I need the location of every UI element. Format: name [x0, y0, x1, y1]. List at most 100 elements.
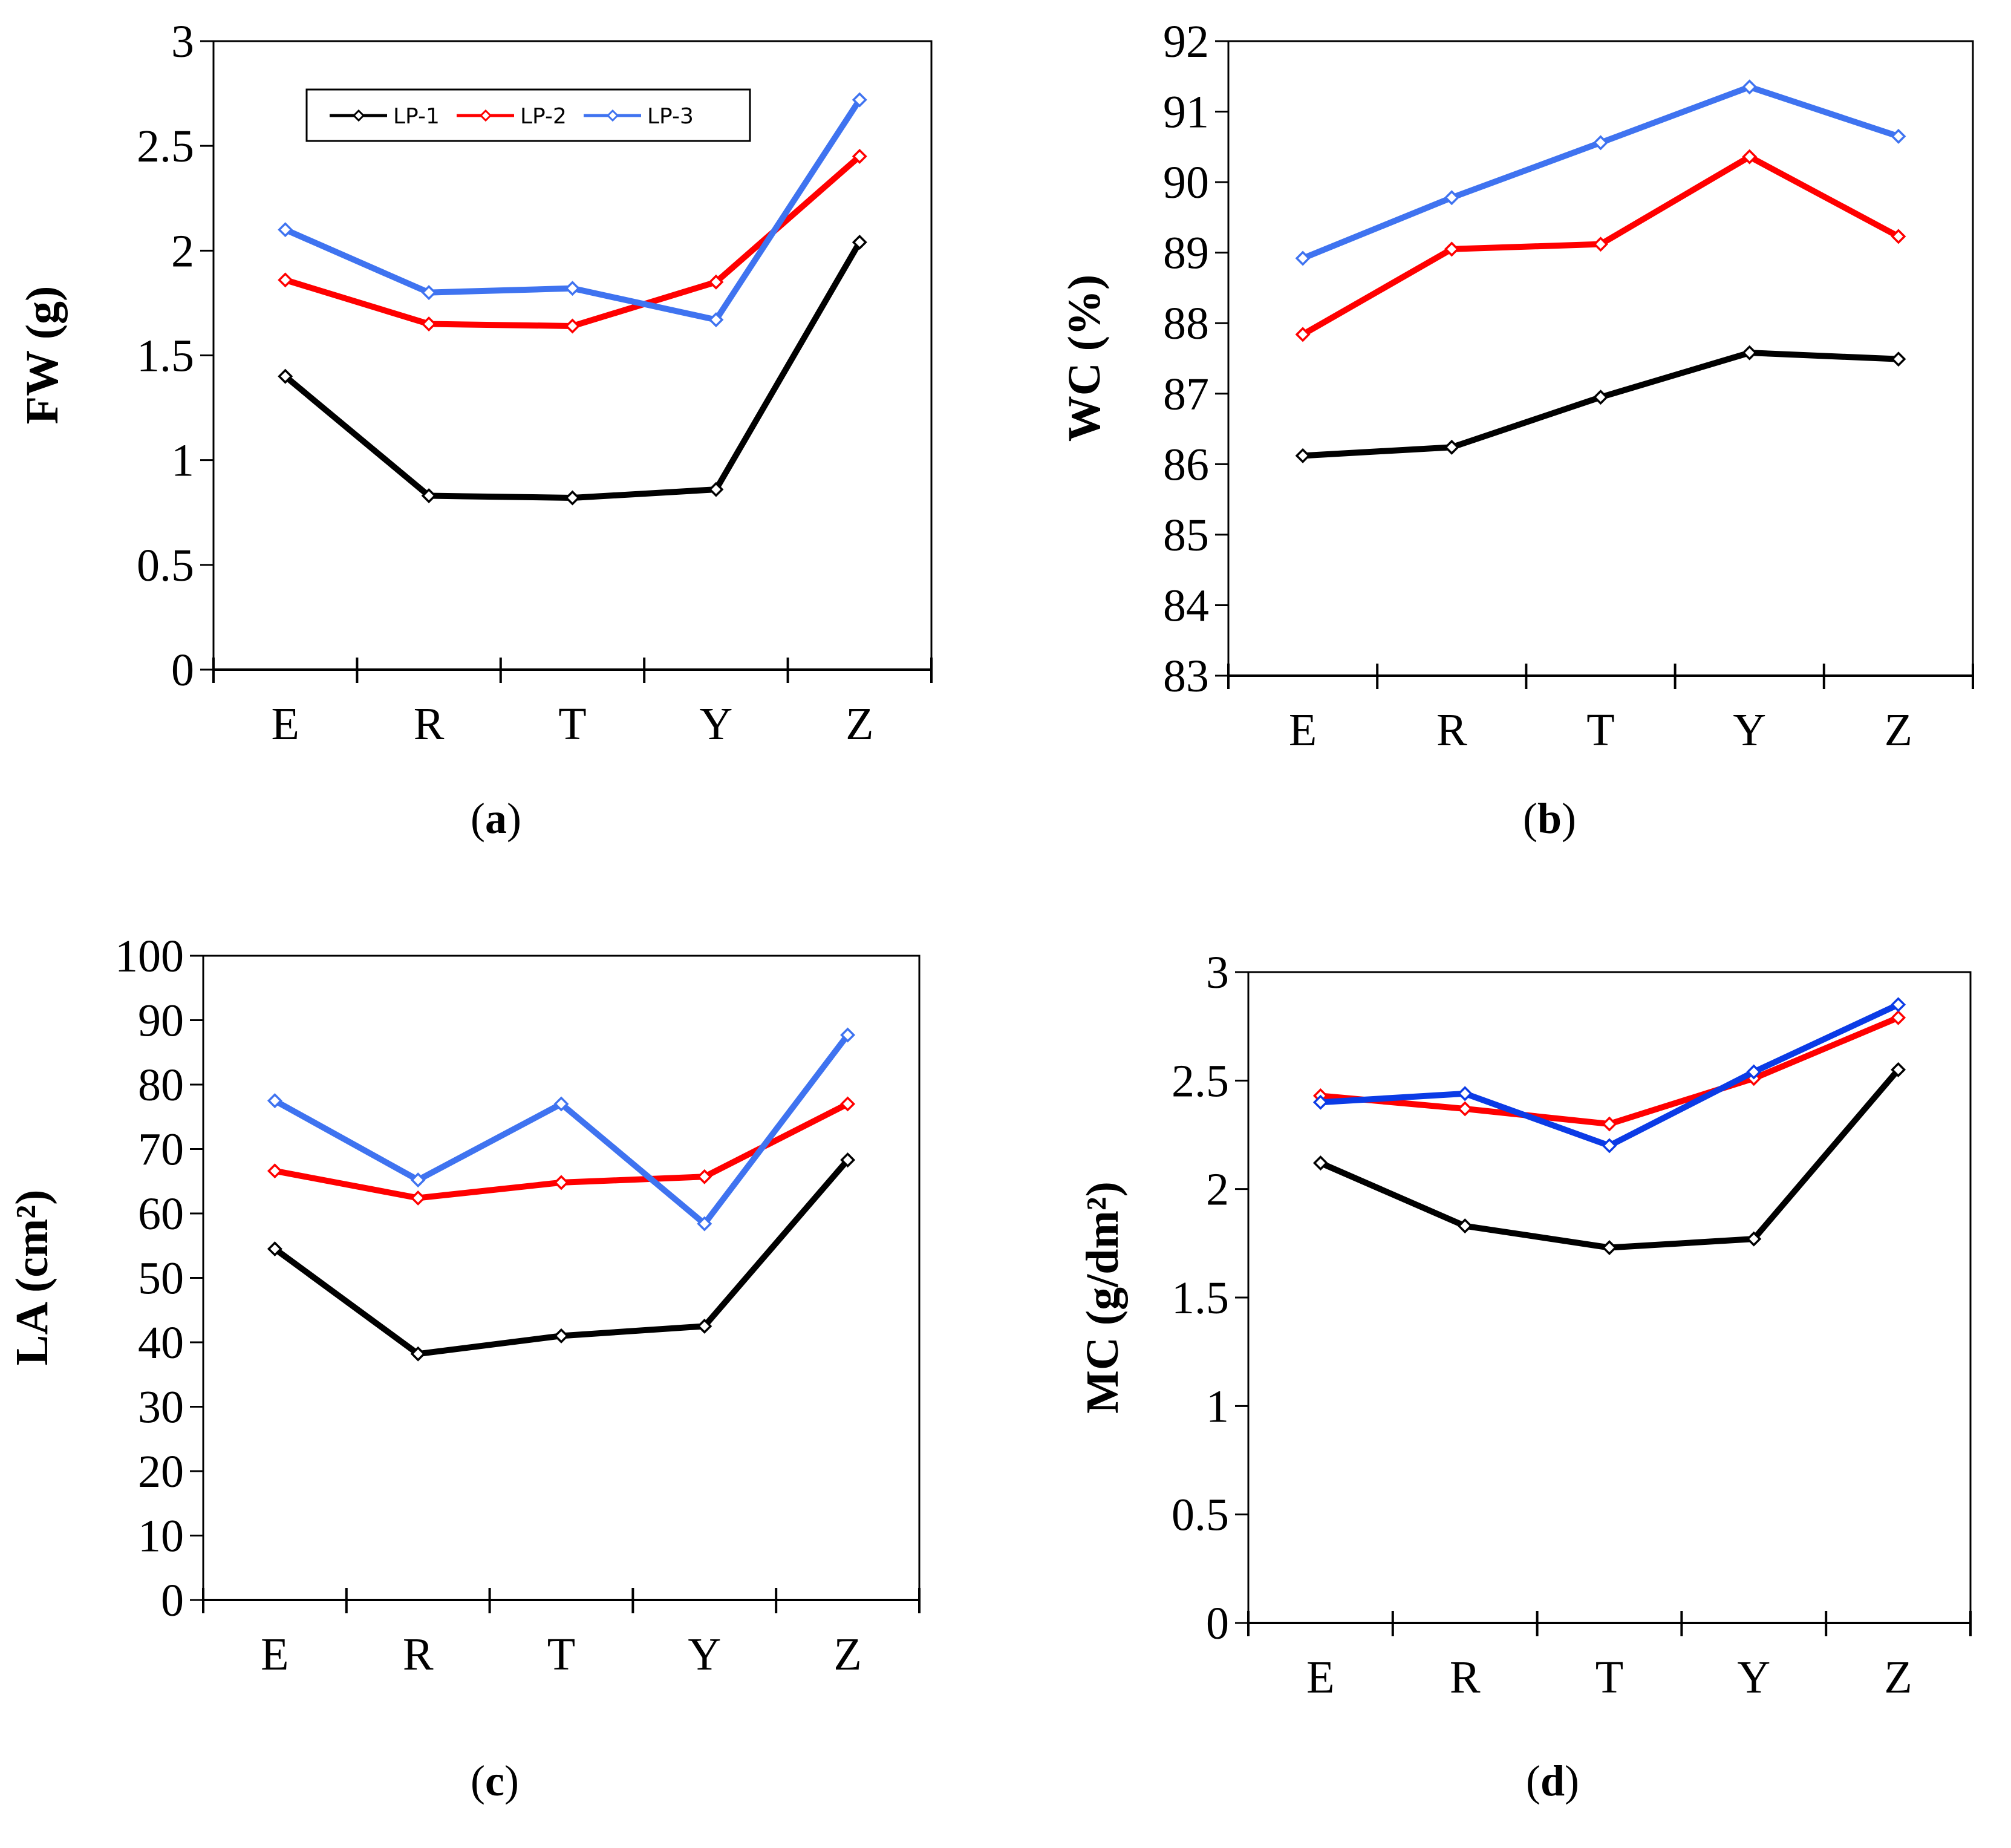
data-point-lp-1: [1444, 439, 1459, 455]
y-tick-label: 83: [1163, 651, 1209, 702]
data-point-lp-3: [1742, 79, 1758, 95]
y-tick-label: 50: [138, 1253, 184, 1304]
data-point-lp-2: [1444, 241, 1459, 257]
x-tick-label: Z: [833, 1629, 861, 1680]
x-tick-label: E: [261, 1629, 288, 1680]
y-tick-label: 70: [138, 1125, 184, 1175]
panel-label: (c): [471, 1757, 519, 1805]
data-point-lp-1: [1295, 448, 1311, 463]
series-line-lp-2: [284, 154, 862, 330]
legend: LP-1 LP-2 LP-3: [305, 88, 751, 142]
y-axis-title: WC (%): [1059, 275, 1110, 442]
data-point-lp-3: [1746, 1064, 1762, 1080]
data-point-lp-1: [1602, 1240, 1617, 1255]
legend-swatch-marker: [352, 109, 365, 122]
y-tick-label: 90: [1163, 157, 1209, 208]
data-point-lp-2: [553, 1175, 569, 1190]
x-tick-label: T: [558, 699, 586, 749]
data-point-lp-3: [1312, 1094, 1328, 1110]
data-point-lp-1: [267, 1241, 282, 1257]
legend-label: LP-3: [647, 104, 694, 129]
y-tick-label: 88: [1163, 298, 1209, 349]
y-tick-label: 40: [138, 1317, 184, 1368]
y-tick-label: 1: [1206, 1381, 1229, 1432]
legend-swatch-marker: [479, 109, 492, 122]
y-axis-title: LA (cm²): [7, 1190, 57, 1366]
x-tick-label: Y: [699, 699, 732, 749]
legend-label: LP-2: [520, 104, 567, 129]
data-point-lp-3: [840, 1027, 856, 1043]
series-line-lp-3: [273, 1033, 850, 1227]
data-point-lp-3: [697, 1216, 712, 1232]
data-point-lp-1: [553, 1328, 569, 1344]
x-tick-label: T: [547, 1629, 575, 1680]
x-tick-label: R: [1450, 1652, 1481, 1703]
x-tick-label: E: [271, 699, 299, 749]
y-tick-label: 0.5: [137, 540, 194, 591]
data-point-lp-3: [410, 1172, 426, 1188]
chart-panel-c: 0 10 20 30 40 50 60 70 80 90 100 E R T Y Z LA (cm²) (c): [7, 931, 921, 1805]
y-tick-label: 0: [161, 1575, 184, 1626]
data-point-lp-1: [840, 1152, 856, 1168]
x-tick-label: R: [414, 699, 445, 749]
data-point-lp-2: [708, 274, 724, 290]
x-tick-label: R: [403, 1629, 434, 1680]
y-tick-label: 1: [171, 436, 194, 486]
data-point-lp-3: [1891, 128, 1906, 144]
legend-swatch-marker: [606, 109, 619, 122]
data-point-lp-2: [1602, 1116, 1617, 1132]
y-tick-label: 0.5: [1172, 1490, 1229, 1541]
data-point-lp-2: [697, 1169, 712, 1184]
data-point-lp-3: [1891, 997, 1906, 1013]
data-point-lp-3: [553, 1096, 569, 1112]
panel-label: (d): [1526, 1757, 1579, 1805]
y-tick-label: 60: [138, 1189, 184, 1239]
x-tick-label: Z: [846, 699, 873, 749]
data-point-lp-1: [708, 482, 724, 497]
x-tick-label: E: [1289, 705, 1317, 756]
data-point-lp-2: [267, 1163, 282, 1179]
data-point-lp-3: [1593, 135, 1608, 151]
y-tick-label: 90: [138, 996, 184, 1046]
x-tick-label: Z: [1884, 1652, 1912, 1703]
data-point-lp-1: [1742, 345, 1758, 361]
y-tick-label: 100: [115, 931, 184, 982]
plot-area-frame: [1247, 971, 1972, 1624]
x-tick-label: T: [1586, 705, 1614, 756]
y-tick-label: 1.5: [137, 331, 194, 382]
data-point-lp-2: [1891, 1010, 1906, 1025]
y-tick-label: 0: [1206, 1598, 1229, 1649]
y-axis-title: FW (g): [17, 286, 68, 425]
y-tick-label: 2: [171, 226, 194, 276]
y-tick-label: 92: [1163, 16, 1209, 67]
y-tick-label: 10: [138, 1511, 184, 1562]
x-tick-label: Y: [1737, 1652, 1770, 1703]
data-point-lp-3: [565, 281, 580, 296]
data-point-lp-1: [410, 1346, 426, 1362]
data-point-lp-2: [840, 1096, 856, 1112]
chart-panel-d: 0 0.5 1 1.5 2 2.5 3 E R T Y Z MC (g/dm²) (d): [1077, 947, 1972, 1805]
data-point-lp-1: [278, 368, 293, 384]
data-point-lp-3: [708, 312, 724, 328]
data-point-lp-2: [1457, 1101, 1473, 1117]
series-line-lp-1: [283, 240, 862, 501]
y-tick-label: 86: [1163, 439, 1209, 490]
data-point-lp-2: [1742, 149, 1758, 165]
data-point-lp-2: [1891, 229, 1906, 244]
y-tick-label: 84: [1163, 580, 1209, 631]
data-point-lp-2: [565, 318, 580, 334]
y-tick-label: 0: [171, 645, 194, 696]
data-point-lp-1: [1312, 1155, 1328, 1171]
y-tick-label: 2.5: [1172, 1056, 1229, 1106]
y-tick-label: 3: [1206, 947, 1229, 998]
data-point-lp-1: [1457, 1218, 1473, 1234]
y-axis-title: MC (g/dm²): [1077, 1181, 1128, 1414]
data-point-lp-1: [565, 490, 580, 506]
y-tick-label: 30: [138, 1382, 184, 1433]
data-point-lp-1: [1746, 1231, 1762, 1247]
data-point-lp-3: [1295, 250, 1311, 266]
legend-label: LP-1: [393, 104, 440, 129]
y-tick-label: 2: [1206, 1164, 1229, 1215]
y-tick-label: 89: [1163, 228, 1209, 279]
